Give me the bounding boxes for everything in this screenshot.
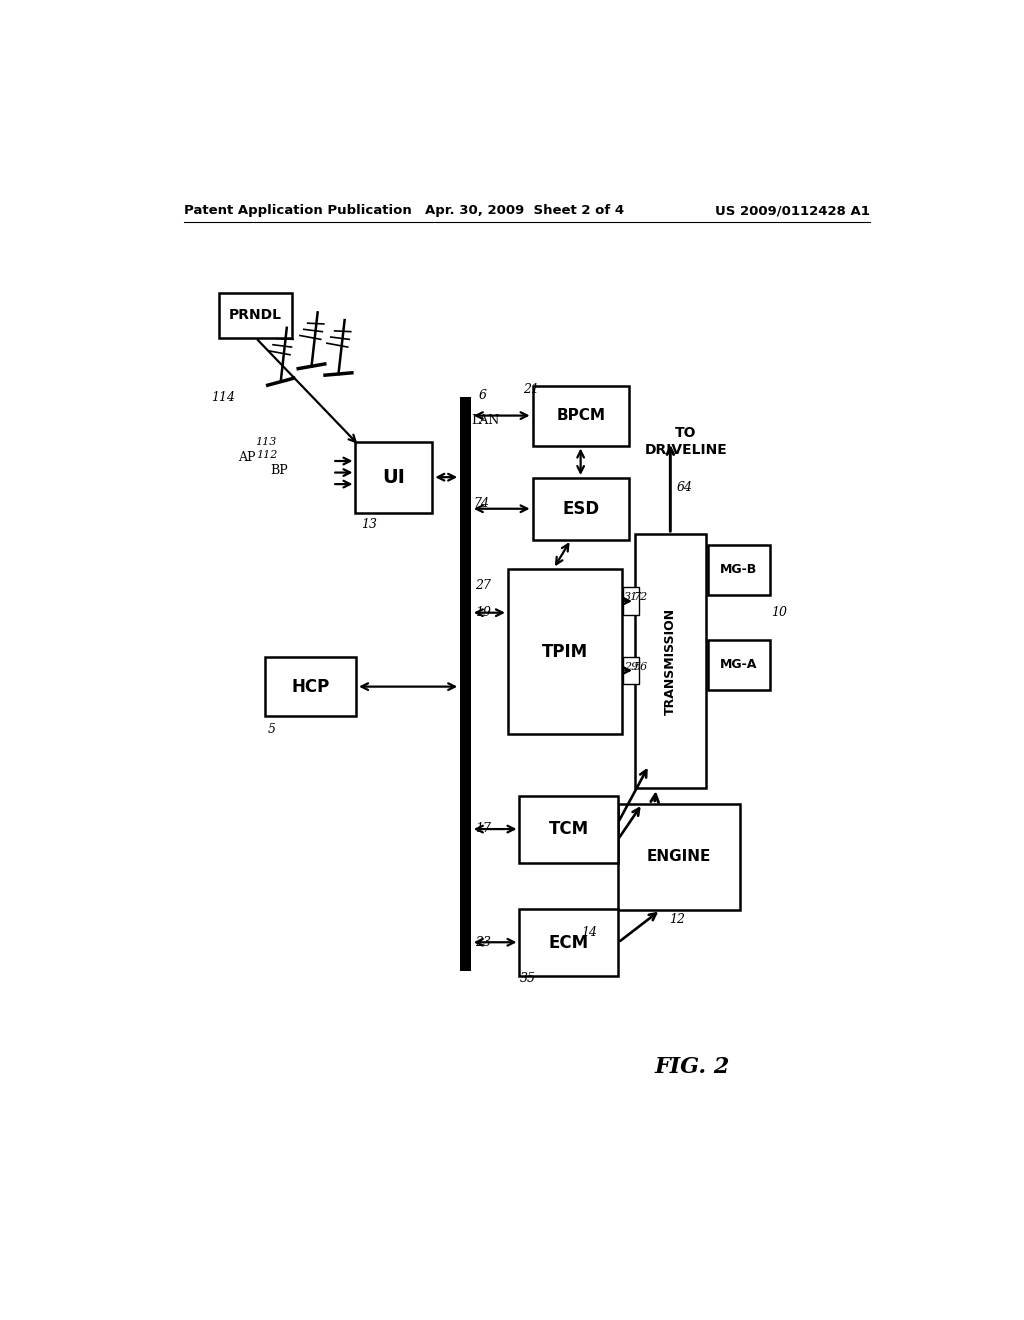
Text: FIG. 2: FIG. 2 bbox=[654, 1056, 729, 1078]
Text: ECM: ECM bbox=[549, 933, 589, 952]
Text: TO
DRIVELINE: TO DRIVELINE bbox=[644, 426, 727, 457]
Text: TRANSMISSION: TRANSMISSION bbox=[664, 607, 677, 714]
Text: MG-B: MG-B bbox=[720, 564, 758, 577]
Text: 23: 23 bbox=[475, 936, 490, 949]
Bar bbox=[532, 478, 629, 540]
Text: 31: 31 bbox=[625, 593, 638, 602]
Text: ESD: ESD bbox=[562, 500, 599, 517]
Text: AP: AP bbox=[239, 450, 256, 463]
Text: 27: 27 bbox=[475, 579, 490, 593]
Text: 35: 35 bbox=[519, 972, 536, 985]
Text: ENGINE: ENGINE bbox=[646, 849, 711, 865]
Text: TPIM: TPIM bbox=[542, 643, 588, 660]
Text: 113: 113 bbox=[255, 437, 276, 446]
Bar bbox=[519, 909, 617, 977]
Bar bbox=[708, 545, 770, 595]
Text: 17: 17 bbox=[475, 822, 490, 834]
Text: 29: 29 bbox=[625, 661, 638, 672]
Bar bbox=[460, 397, 471, 970]
Text: 74: 74 bbox=[473, 496, 489, 510]
Bar bbox=[532, 385, 629, 446]
Text: PRNDL: PRNDL bbox=[229, 309, 283, 322]
Text: BP: BP bbox=[270, 463, 289, 477]
Text: 72: 72 bbox=[634, 593, 647, 602]
Bar bbox=[219, 293, 292, 338]
Text: LAN: LAN bbox=[471, 413, 499, 426]
Text: Apr. 30, 2009  Sheet 2 of 4: Apr. 30, 2009 Sheet 2 of 4 bbox=[425, 205, 625, 218]
Bar bbox=[508, 569, 622, 734]
Text: Patent Application Publication: Patent Application Publication bbox=[184, 205, 413, 218]
Text: 10: 10 bbox=[771, 606, 787, 619]
Text: UI: UI bbox=[382, 467, 406, 487]
Text: 21: 21 bbox=[523, 383, 540, 396]
Text: 14: 14 bbox=[581, 925, 597, 939]
Text: 13: 13 bbox=[361, 517, 378, 531]
Text: 114: 114 bbox=[211, 391, 236, 404]
Text: 19: 19 bbox=[475, 606, 490, 619]
Text: HCP: HCP bbox=[292, 677, 330, 696]
Bar bbox=[617, 804, 739, 909]
Bar bbox=[519, 796, 617, 863]
Text: 64: 64 bbox=[677, 482, 692, 495]
Text: US 2009/0112428 A1: US 2009/0112428 A1 bbox=[715, 205, 869, 218]
Bar bbox=[624, 656, 639, 684]
Bar bbox=[635, 535, 706, 788]
Text: BPCM: BPCM bbox=[556, 408, 605, 424]
Bar bbox=[624, 587, 639, 615]
Text: TCM: TCM bbox=[549, 821, 589, 838]
Bar bbox=[265, 657, 356, 715]
Bar bbox=[708, 640, 770, 689]
Text: 12: 12 bbox=[670, 912, 685, 925]
Bar bbox=[355, 442, 432, 512]
Text: MG-A: MG-A bbox=[720, 659, 758, 671]
Text: 112: 112 bbox=[256, 450, 278, 459]
Text: 56: 56 bbox=[634, 661, 647, 672]
Text: 5: 5 bbox=[267, 723, 275, 737]
Text: 6: 6 bbox=[478, 389, 486, 403]
